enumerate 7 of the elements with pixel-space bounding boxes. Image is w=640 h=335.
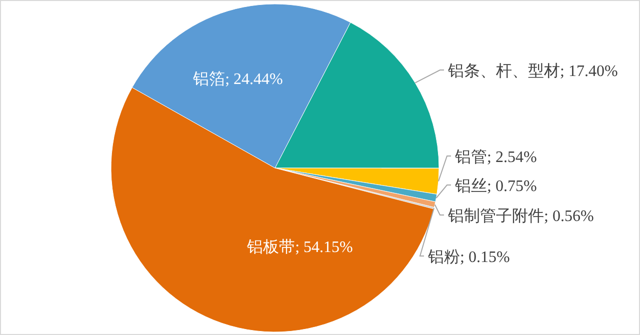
slice-label: 铝箔; 24.44% [192, 71, 283, 88]
slice-label: 铝管; 2.54% [454, 149, 537, 166]
slice-label: 铝制管子附件; 0.56% [447, 207, 594, 225]
slice-label: 铝粉; 0.15% [427, 249, 510, 266]
slice-label: 铝条、杆、型材; 17.40% [447, 62, 618, 80]
slice-label: 铝丝; 0.75% [454, 177, 537, 195]
slice-label: 铝板带; 54.15% [246, 238, 353, 256]
